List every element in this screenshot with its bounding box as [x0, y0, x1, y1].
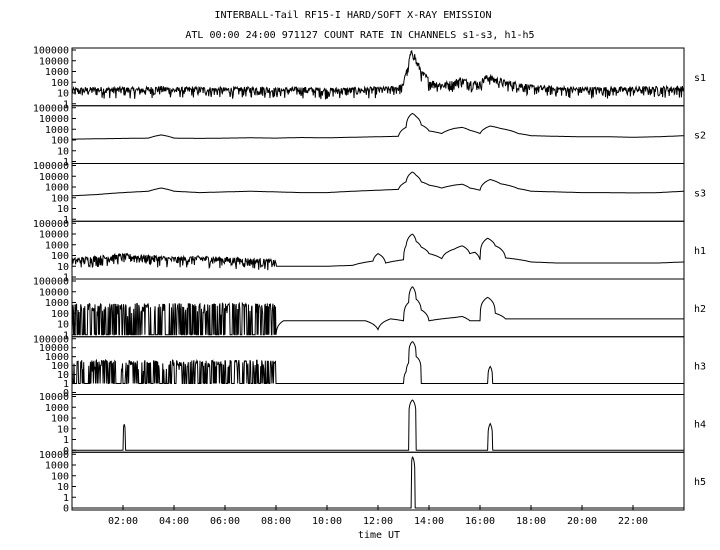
- y-tick-label-h3: 1: [63, 379, 69, 390]
- series-line-h5: [72, 456, 684, 509]
- y-tick-label-s1: 100000: [33, 46, 69, 57]
- y-tick-label-s2: 1: [63, 157, 69, 168]
- x-tick-label: 02:00: [108, 516, 138, 527]
- y-tick-label-s2: 1000: [45, 125, 69, 136]
- y-tick-label-h4: 1000: [45, 403, 69, 414]
- y-tick-label-s3: 1000: [45, 183, 69, 194]
- y-tick-label-h5: 10000: [39, 450, 69, 461]
- y-tick-label-s1: 1000: [45, 67, 69, 78]
- y-tick-label-h3: 10: [57, 370, 69, 381]
- y-tick-label-h1: 10000: [39, 230, 69, 241]
- x-tick-label: 20:00: [567, 516, 597, 527]
- y-tick-label-h3: 10000: [39, 343, 69, 354]
- x-tick-label: 10:00: [312, 516, 342, 527]
- y-tick-label-h5: 0: [63, 504, 69, 515]
- y-tick-label-h3: 100000: [33, 334, 69, 345]
- y-tick-label-h5: 10: [57, 482, 69, 493]
- y-tick-label-h4: 10000: [39, 392, 69, 403]
- series-line-h2: [71, 286, 684, 336]
- series-line-h4: [72, 399, 684, 451]
- y-tick-label-h4: 100: [51, 414, 69, 425]
- y-tick-label-h1: 10: [57, 262, 69, 273]
- chart-subtitle: ATL 00:00 24:00 971127 COUNT RATE IN CHA…: [185, 30, 534, 41]
- y-tick-label-h3: 1000: [45, 352, 69, 363]
- panel-frame-h3: [71, 336, 685, 395]
- y-tick-label-h2: 1: [63, 330, 69, 341]
- chart-title: INTERBALL-Tail RF15-I HARD/SOFT X-RAY EM…: [215, 10, 492, 21]
- y-tick-label-s3: 10000: [39, 172, 69, 183]
- y-tick-label-h4: 0: [63, 446, 69, 457]
- x-tick-label: 06:00: [210, 516, 240, 527]
- series-line-s2: [72, 112, 684, 140]
- y-tick-label-s2: 10: [57, 146, 69, 157]
- x-tick-label: 04:00: [159, 516, 189, 527]
- y-tick-label-h4: 1: [63, 435, 69, 446]
- x-axis-label: time UT: [358, 530, 400, 541]
- y-tick-label-h5: 100: [51, 471, 69, 482]
- panel-frame-s2: [71, 105, 685, 164]
- y-tick-label-h2: 100: [51, 309, 69, 320]
- channel-label-s2: s2: [694, 131, 706, 142]
- y-tick-label-h2: 1000: [45, 298, 69, 309]
- y-tick-label-h2: 100000: [33, 277, 69, 288]
- y-tick-label-h5: 1: [63, 493, 69, 504]
- x-tick-label: 12:00: [363, 516, 393, 527]
- series-line-s3: [71, 171, 684, 197]
- y-tick-label-s1: 1: [63, 99, 69, 110]
- y-tick-label-h1: 100000: [33, 219, 69, 230]
- channel-label-s1: s1: [694, 73, 706, 84]
- y-tick-label-h2: 10000: [39, 287, 69, 298]
- channel-label-h4: h4: [694, 419, 706, 430]
- y-tick-label-h4: 10: [57, 424, 69, 435]
- channel-label-h5: h5: [694, 477, 706, 488]
- y-tick-label-h5: 1000: [45, 461, 69, 472]
- y-tick-label-h1: 1000: [45, 240, 69, 251]
- panel-frame-h5: [71, 451, 685, 511]
- y-tick-label-s1: 10000: [39, 56, 69, 67]
- x-tick-label: 16:00: [465, 516, 495, 527]
- channel-label-h1: h1: [694, 246, 706, 257]
- y-tick-label-h1: 1: [63, 273, 69, 284]
- y-tick-label-s3: 100: [51, 193, 69, 204]
- x-tick-label: 08:00: [261, 516, 291, 527]
- y-tick-label-h1: 100: [51, 251, 69, 262]
- panel-frame-h1: [71, 220, 685, 280]
- y-tick-label-s2: 100: [51, 136, 69, 147]
- x-axis: 02:00 04:00 06:00 08:00 10:00 12:00 14:00 16:00…: [108, 505, 648, 527]
- y-tick-label-h3: 100: [51, 361, 69, 372]
- channel-label-s3: s3: [694, 188, 706, 199]
- panels-group: 100000100001000100101s110000010000100010…: [33, 46, 706, 515]
- y-tick-label-s2: 100000: [33, 103, 69, 114]
- y-tick-label-s1: 100: [51, 78, 69, 89]
- x-tick-label: 14:00: [414, 516, 444, 527]
- series-line-h3: [71, 341, 684, 384]
- channel-label-h3: h3: [694, 362, 706, 373]
- x-tick-label: 18:00: [516, 516, 546, 527]
- y-tick-label-h2: 10: [57, 320, 69, 331]
- x-tick-label: 22:00: [618, 516, 648, 527]
- series-line-h1: [71, 233, 684, 271]
- y-tick-label-s3: 1: [63, 215, 69, 226]
- series-line-s1: [71, 49, 685, 100]
- channel-label-h2: h2: [694, 304, 706, 315]
- panel-frame-h4: [71, 394, 685, 453]
- y-tick-label-s1: 10: [57, 89, 69, 100]
- y-tick-label-s2: 10000: [39, 114, 69, 125]
- y-tick-label-h3: 0: [63, 388, 69, 399]
- y-tick-label-s3: 100000: [33, 161, 69, 172]
- y-tick-label-s3: 10: [57, 204, 69, 215]
